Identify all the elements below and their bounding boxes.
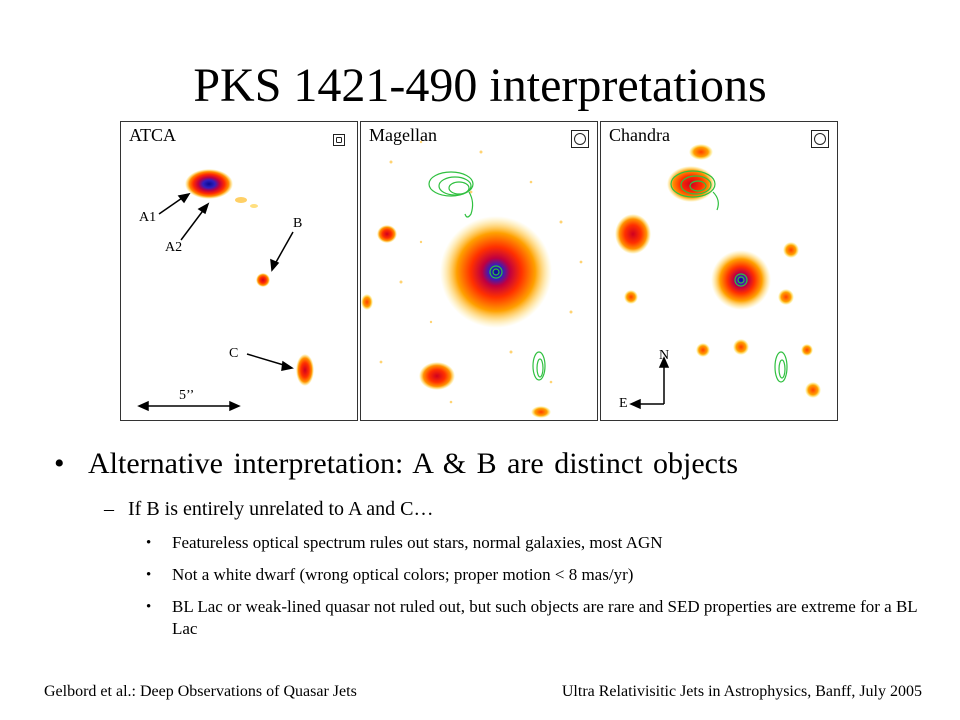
bullet-level3: • Featureless optical spectrum rules out…	[54, 532, 932, 554]
bullet-level3-text: Not a white dwarf (wrong optical colors;…	[172, 565, 634, 584]
bullet-level2-text: If B is entirely unrelated to A and C…	[128, 498, 434, 520]
bullet-level1-text: Alternative interpretation: A & B are di…	[88, 447, 739, 480]
bullet-level3: • BL Lac or weak-lined quasar not ruled …	[54, 596, 932, 640]
bullet-dot-icon: •	[146, 535, 152, 551]
a2-label: A2	[165, 240, 183, 255]
scale-label: 5’’	[179, 388, 195, 403]
bullet-list: • Alternative interpretation: A & B are …	[54, 444, 934, 640]
magellan-label: Magellan	[369, 125, 437, 145]
bullet-level3: • Not a white dwarf (wrong optical color…	[54, 564, 932, 586]
image-panels: ATCA A1 A2 B C 5’’	[120, 121, 838, 421]
chandra-panel: Chandra N E	[600, 121, 838, 421]
atca-label: ATCA	[129, 125, 177, 145]
bullet-level3-text: BL Lac or weak-lined quasar not ruled ou…	[172, 597, 918, 638]
footer-left: Gelbord et al.: Deep Observations of Qua…	[44, 683, 357, 700]
bullet-dot-icon: •	[146, 567, 152, 583]
c-label: C	[229, 346, 239, 361]
bullet-dot-icon: •	[146, 599, 152, 615]
magellan-panel: Magellan	[360, 121, 598, 421]
atca-panel: ATCA A1 A2 B C 5’’	[120, 121, 358, 421]
east-label: E	[619, 396, 628, 411]
bullet-level2: – If B is entirely unrelated to A and C…	[54, 496, 934, 522]
bullet-dash-icon: –	[104, 498, 114, 520]
a1-label: A1	[139, 210, 157, 225]
slide-title: PKS 1421-490 interpretations	[193, 59, 767, 112]
circle-beam-icon	[571, 130, 589, 148]
bullet-dot-icon: •	[54, 447, 65, 480]
bullet-level3-text: Featureless optical spectrum rules out s…	[172, 533, 663, 552]
b-label: B	[293, 216, 303, 231]
small-square-beam-icon	[333, 134, 345, 146]
north-label: N	[659, 348, 670, 363]
chandra-label: Chandra	[609, 125, 670, 145]
circle-beam-icon	[811, 130, 829, 148]
footer-right: Ultra Relativisitic Jets in Astrophysics…	[561, 683, 922, 700]
bullet-level1: • Alternative interpretation: A & B are …	[54, 444, 934, 484]
